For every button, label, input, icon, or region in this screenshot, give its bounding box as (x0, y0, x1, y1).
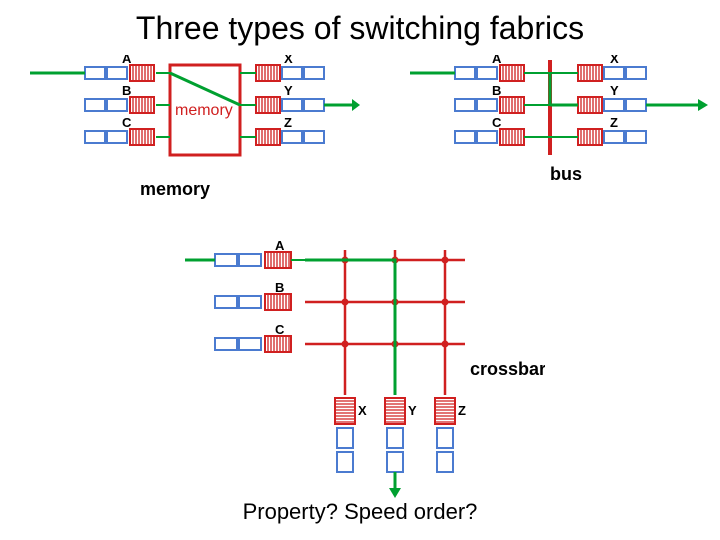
memory-box-label: memory (175, 102, 233, 119)
memory-out-X-label: X (284, 55, 293, 66)
bus-in-C-label: C (492, 115, 502, 130)
memory-in-B-label: B (122, 83, 131, 98)
memory-out-Z-label: Z (284, 115, 292, 130)
memory-diagram: memory A B C X Y Z memory (30, 55, 360, 215)
bus-diagram: A B C X Y Z bus (410, 55, 710, 215)
memory-out-Y-label: Y (284, 83, 293, 98)
crossbar-in-C-label: C (275, 322, 285, 337)
bus-label: bus (550, 164, 582, 184)
memory-label: memory (140, 179, 210, 199)
bus-in-B-label: B (492, 83, 501, 98)
crossbar-in-B-label: B (275, 280, 284, 295)
bus-out-Y-label: Y (610, 83, 619, 98)
crossbar-out-Y-label: Y (408, 403, 417, 418)
memory-in-C-label: C (122, 115, 132, 130)
crossbar-label: crossbar (470, 359, 545, 379)
bus-out-X-label: X (610, 55, 619, 66)
crossbar-out-Z-label: Z (458, 403, 466, 418)
crossbar-out-X-label: X (358, 403, 367, 418)
crossbar-diagram: A B C X Y Z crossbar (185, 240, 545, 500)
bus-out-Z-label: Z (610, 115, 618, 130)
page-title: Three types of switching fabrics (0, 0, 720, 47)
footer-text: Property? Speed order? (0, 499, 720, 525)
